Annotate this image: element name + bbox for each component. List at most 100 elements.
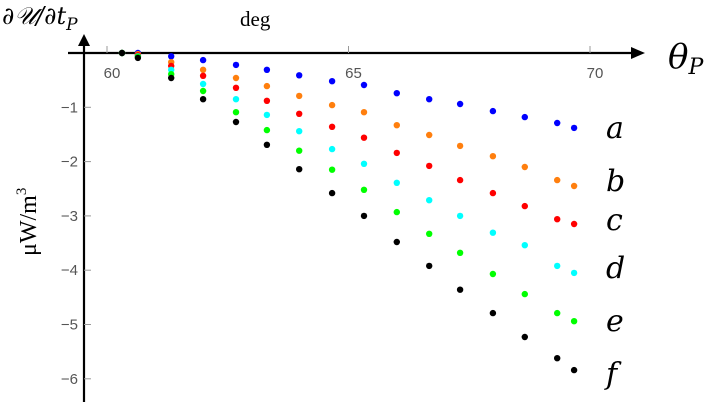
data-point [296,166,303,173]
data-point [263,97,271,105]
data-point [263,126,271,134]
data-point [570,124,578,132]
data-point [456,286,464,293]
data-point [570,269,578,277]
data-point [426,131,433,139]
series-label-c: c [606,203,623,238]
data-point [168,53,175,60]
data-point [360,186,368,193]
data-point [134,54,142,62]
data-point [168,74,175,82]
data-point [360,109,368,116]
data-point [521,290,528,298]
x-axis-title: θP [668,37,704,80]
data-point [393,238,400,246]
data-point [328,145,336,153]
data-point [232,74,240,82]
data-point [570,182,578,190]
data-point [521,163,528,171]
y-tick-label: −6 [61,371,78,388]
data-point [232,96,240,103]
series-label-b: b [606,164,625,199]
data-point [360,81,368,89]
series-a [118,49,578,132]
data-point [296,128,303,135]
y-tick-label: −5 [61,317,78,334]
data-point [199,87,207,95]
data-point [570,220,578,228]
data-point [199,96,207,103]
data-point [426,230,433,237]
series-label-d: d [606,251,625,286]
data-point [489,270,497,278]
data-point [393,149,400,157]
data-point [232,118,240,126]
data-point [328,166,336,173]
data-point [360,160,368,167]
data-point [118,49,126,57]
data-point [489,189,497,197]
y-axis-unit: μW/m3 [14,188,42,256]
data-point [426,96,433,103]
y-ticks: −1 −2 −3 −4 −5 −6 [61,99,91,388]
data-point [296,92,303,100]
data-point [393,179,400,186]
data-point [554,309,561,317]
data-point [489,309,497,317]
data-point [360,212,368,220]
data-point [521,113,528,121]
series-d [118,49,578,277]
y-tick-label: −2 [61,154,78,171]
data-point [199,72,207,80]
data-point [554,262,561,270]
data-point [232,109,240,116]
data-point [489,107,497,115]
data-point [360,134,368,141]
series-label-a: a [606,111,624,146]
data-point [554,355,561,362]
data-point [489,229,497,236]
x-tick-label: 60 [104,65,121,82]
data-point [168,66,175,74]
data-point [426,262,433,270]
data-point [263,82,271,90]
data-point [393,208,400,216]
data-point [296,147,303,154]
y-tick-label: −3 [61,208,78,225]
data-point [263,111,271,119]
data-point [554,176,561,184]
data-point [456,100,464,108]
data-point [393,90,400,97]
series-e [118,49,578,325]
data-point [328,78,336,85]
data-point [199,56,207,64]
data-point [554,119,561,127]
x-tick-label: 70 [587,65,604,82]
data-point [554,216,561,223]
data-point [199,80,207,88]
data-point [570,366,578,374]
x-axis-unit: deg [240,7,271,31]
data-point [393,122,400,129]
x-tick-label: 65 [345,65,362,82]
x-axis-arrow-icon [631,47,645,59]
y-tick-label: −4 [61,262,78,279]
series-label-e: e [606,304,624,339]
data-point [296,72,303,79]
x-ticks: 60 65 70 [104,46,604,82]
data-point [328,101,336,109]
data-point [521,242,528,249]
data-points [118,49,578,374]
y-tick-label: −1 [61,99,78,116]
data-point [456,176,464,184]
data-point [199,66,207,74]
data-point [263,141,271,148]
data-point [232,61,240,69]
axes: 60 65 70 −1 −2 −3 −4 −5 −6 [61,34,645,402]
data-point [296,110,303,118]
data-point [328,123,336,130]
data-point [232,84,240,92]
data-point [426,162,433,170]
series-f [118,49,578,374]
